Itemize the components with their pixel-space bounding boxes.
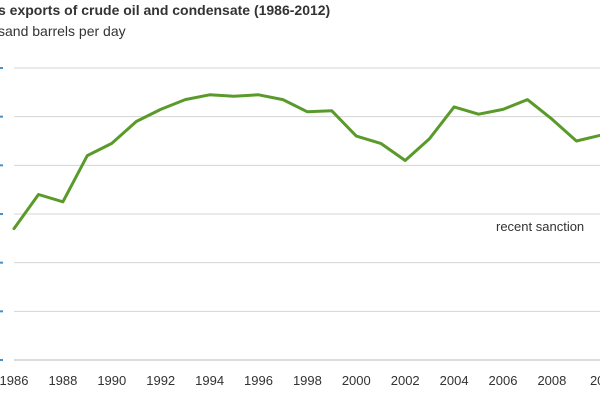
x-tick-label: 1994: [195, 373, 224, 388]
x-tick-label: 1986: [0, 373, 28, 388]
annotation-text: recent sanction: [496, 219, 584, 234]
y-axis-ticks: [0, 67, 3, 361]
x-tick-label: 2000: [342, 373, 371, 388]
chart-title: s exports of crude oil and condensate (1…: [0, 2, 331, 18]
chart-subtitle: sand barrels per day: [0, 23, 126, 39]
x-tick-label: 201: [590, 373, 600, 388]
series-line: [12, 93, 600, 231]
x-axis-tick-labels: 1986 1988 1990 1992 1994 1996 1998 2000 2002 2004…: [0, 373, 600, 388]
x-tick-label: 2006: [489, 373, 518, 388]
x-tick-label: 1996: [244, 373, 273, 388]
series-group: [12, 93, 600, 231]
x-tick-label: 1988: [48, 373, 77, 388]
x-tick-label: 2004: [440, 373, 469, 388]
x-tick-label: 1990: [97, 373, 126, 388]
x-tick-label: 2002: [391, 373, 420, 388]
x-tick-label: 1998: [293, 373, 322, 388]
gridlines: [14, 67, 600, 361]
x-tick-label: 2008: [537, 373, 566, 388]
x-tick-label: 1992: [146, 373, 175, 388]
